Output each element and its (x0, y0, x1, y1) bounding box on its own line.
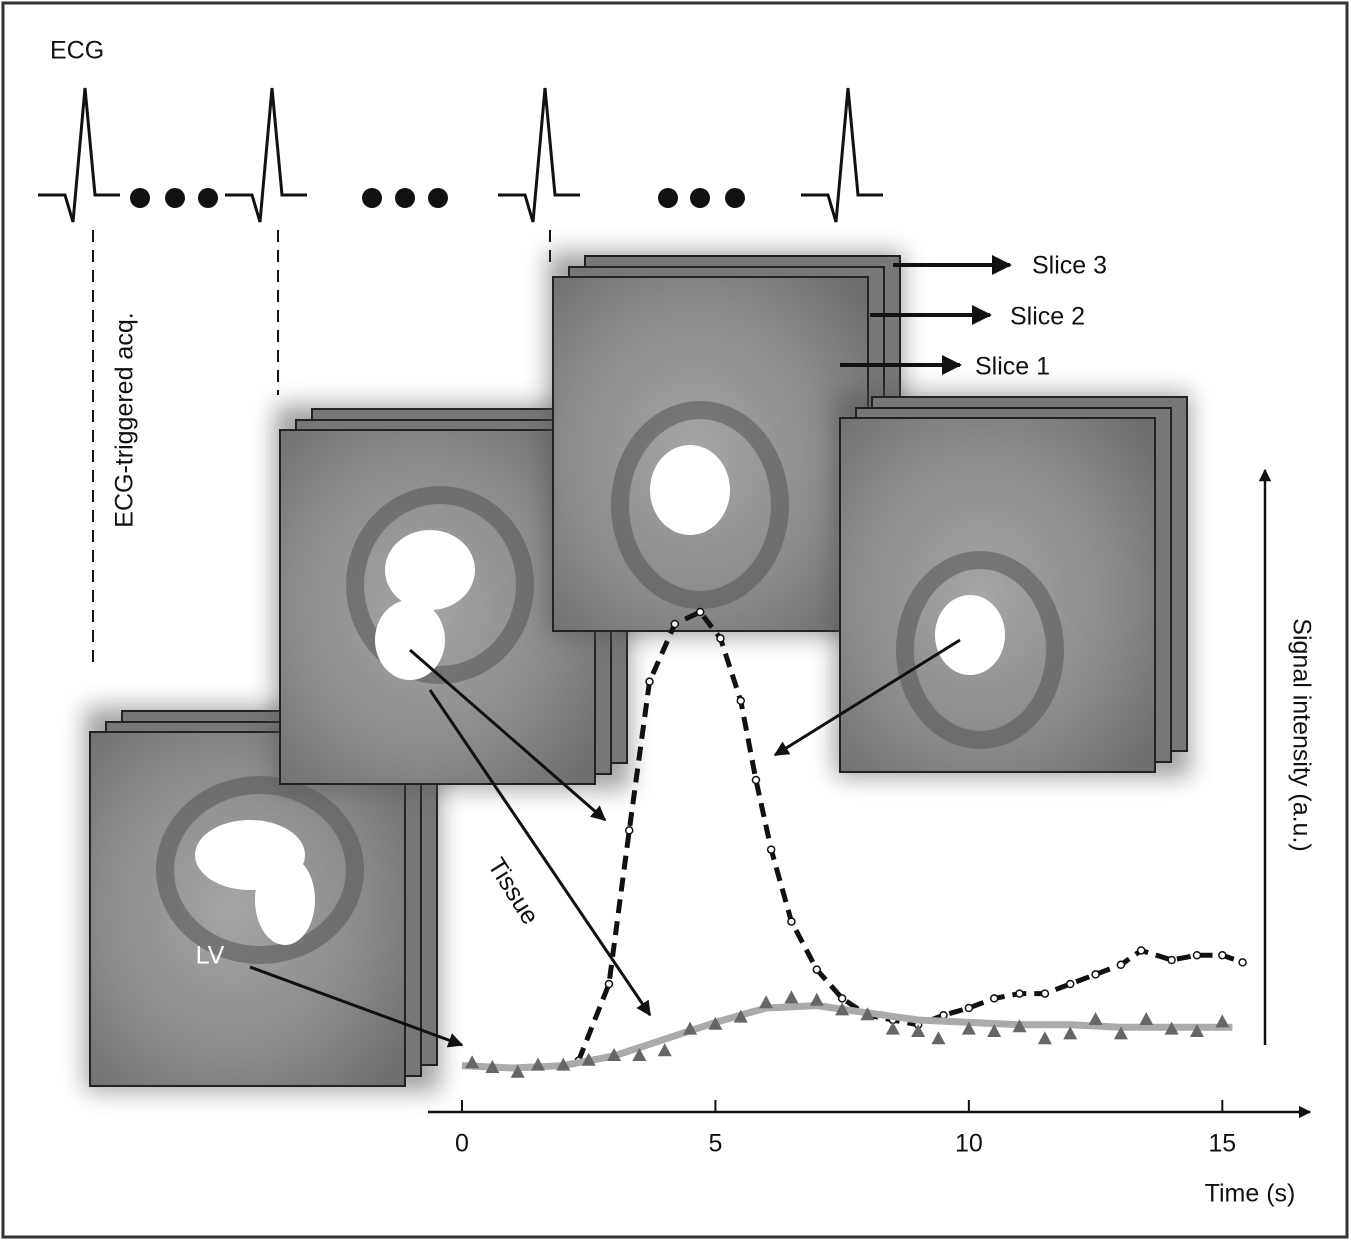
point (1192, 950, 1202, 960)
point (809, 992, 824, 1006)
ecg-beat (225, 87, 307, 223)
point (581, 1052, 596, 1066)
lv-label: LV (196, 942, 225, 970)
point (751, 775, 761, 785)
blood-pool (375, 600, 445, 680)
blood-pool (935, 595, 1005, 675)
point (530, 1057, 545, 1071)
point (835, 1002, 850, 1016)
point (784, 990, 799, 1004)
ecg-dot (428, 188, 448, 208)
point (1063, 1026, 1078, 1040)
point (1088, 1012, 1103, 1025)
point (624, 826, 634, 835)
point (733, 1009, 748, 1023)
point (1167, 955, 1176, 965)
point (1113, 1026, 1128, 1040)
blood-pool (385, 530, 475, 610)
x-tick-label: 5 (708, 1130, 722, 1158)
point (759, 995, 774, 1009)
arrow (249, 965, 464, 1048)
point (989, 994, 999, 1003)
ecg-beat (38, 87, 120, 223)
ecg-dot (198, 188, 218, 208)
point (885, 1021, 900, 1035)
ecg-dot (690, 188, 710, 208)
point (1139, 1012, 1154, 1025)
y-axis-label: Signal intensity (a.u.) (1287, 618, 1315, 851)
tissue-ring (896, 551, 1064, 749)
point (1040, 989, 1050, 998)
point (1037, 1031, 1052, 1045)
tissue-ring (156, 776, 364, 964)
acq-label: ECG-triggered acq. (111, 312, 139, 527)
point (961, 1021, 976, 1035)
point (632, 1048, 647, 1061)
slice-label: Slice 1 (975, 353, 1050, 381)
ecg-beat (801, 87, 883, 223)
image-slice (839, 417, 1156, 773)
ecg-dot (725, 188, 745, 208)
point (1164, 1021, 1179, 1035)
x-tick-label: 15 (1208, 1130, 1236, 1158)
point (485, 1060, 500, 1073)
point (931, 1031, 946, 1045)
point (1189, 1024, 1204, 1037)
point (860, 1007, 875, 1021)
point (1065, 979, 1075, 989)
ecg-dot (658, 188, 678, 208)
arrow (773, 638, 961, 757)
slice-label: Slice 2 (1010, 303, 1085, 331)
blood-pool (255, 855, 315, 945)
tissue-ring (611, 401, 789, 609)
point (716, 634, 725, 643)
x-tick-label: 10 (955, 1130, 983, 1158)
point (1015, 989, 1024, 998)
point (657, 1043, 672, 1057)
point (645, 677, 654, 686)
point (670, 619, 680, 629)
layout (38, 87, 1190, 1091)
point (683, 1021, 698, 1035)
ecg-dot (395, 188, 415, 208)
point (964, 1003, 974, 1013)
point (465, 1055, 480, 1069)
point (604, 979, 614, 989)
point (736, 696, 746, 706)
arrow (409, 648, 607, 822)
point (837, 994, 847, 1003)
point (1215, 1014, 1230, 1028)
slice-label: Slice 3 (1032, 252, 1107, 280)
blood-pool (650, 445, 730, 535)
point (607, 1048, 622, 1061)
point (911, 1024, 926, 1037)
point (556, 1057, 571, 1071)
x-tick-label: 0 (455, 1130, 469, 1158)
x-axis-label: Time (s) (1205, 1180, 1296, 1208)
ecg-dot (165, 188, 185, 208)
tissue-label: Tissue (482, 853, 544, 930)
ecg-beat (498, 87, 580, 223)
point (708, 1016, 723, 1030)
point (1238, 958, 1247, 967)
point (1136, 946, 1146, 955)
point (766, 845, 776, 854)
point (987, 1024, 1002, 1037)
point (510, 1064, 525, 1078)
point (787, 917, 796, 926)
point (1116, 960, 1126, 970)
point (695, 607, 705, 617)
arrow (428, 689, 652, 1017)
point (1091, 970, 1100, 979)
ecg-label: ECG (50, 37, 104, 65)
ecg-dot (362, 188, 382, 208)
point (1012, 1019, 1027, 1033)
ecg-dot (130, 188, 150, 208)
point (1218, 950, 1227, 960)
point (812, 965, 822, 974)
